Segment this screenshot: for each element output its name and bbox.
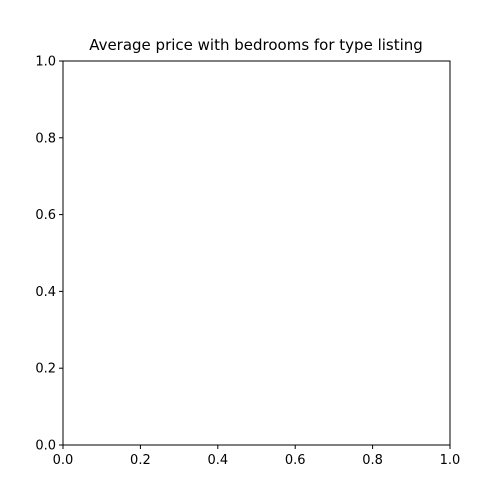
x-axis: 0.0 0.2 0.4 0.6 0.8 1.0 <box>53 445 461 468</box>
chart-title: Average price with bedrooms for type lis… <box>89 36 423 54</box>
x-tick-label: 0.2 <box>130 453 151 468</box>
x-tick-label: 0.0 <box>53 453 74 468</box>
y-tick-label: 0.8 <box>35 131 56 146</box>
plot-area <box>62 60 451 446</box>
x-tick-label: 1.0 <box>440 453 461 468</box>
y-tick-label: 1.0 <box>35 55 56 70</box>
y-tick-label: 0.4 <box>35 285 56 300</box>
x-tick-label: 0.8 <box>362 453 383 468</box>
x-tick-label: 0.4 <box>207 453 228 468</box>
y-axis: 0.0 0.2 0.4 0.6 0.8 1.0 <box>35 55 63 454</box>
y-tick-label: 0.0 <box>35 439 56 454</box>
y-tick-label: 0.2 <box>35 362 56 377</box>
y-tick-label: 0.6 <box>35 208 56 223</box>
x-tick-label: 0.6 <box>285 453 306 468</box>
